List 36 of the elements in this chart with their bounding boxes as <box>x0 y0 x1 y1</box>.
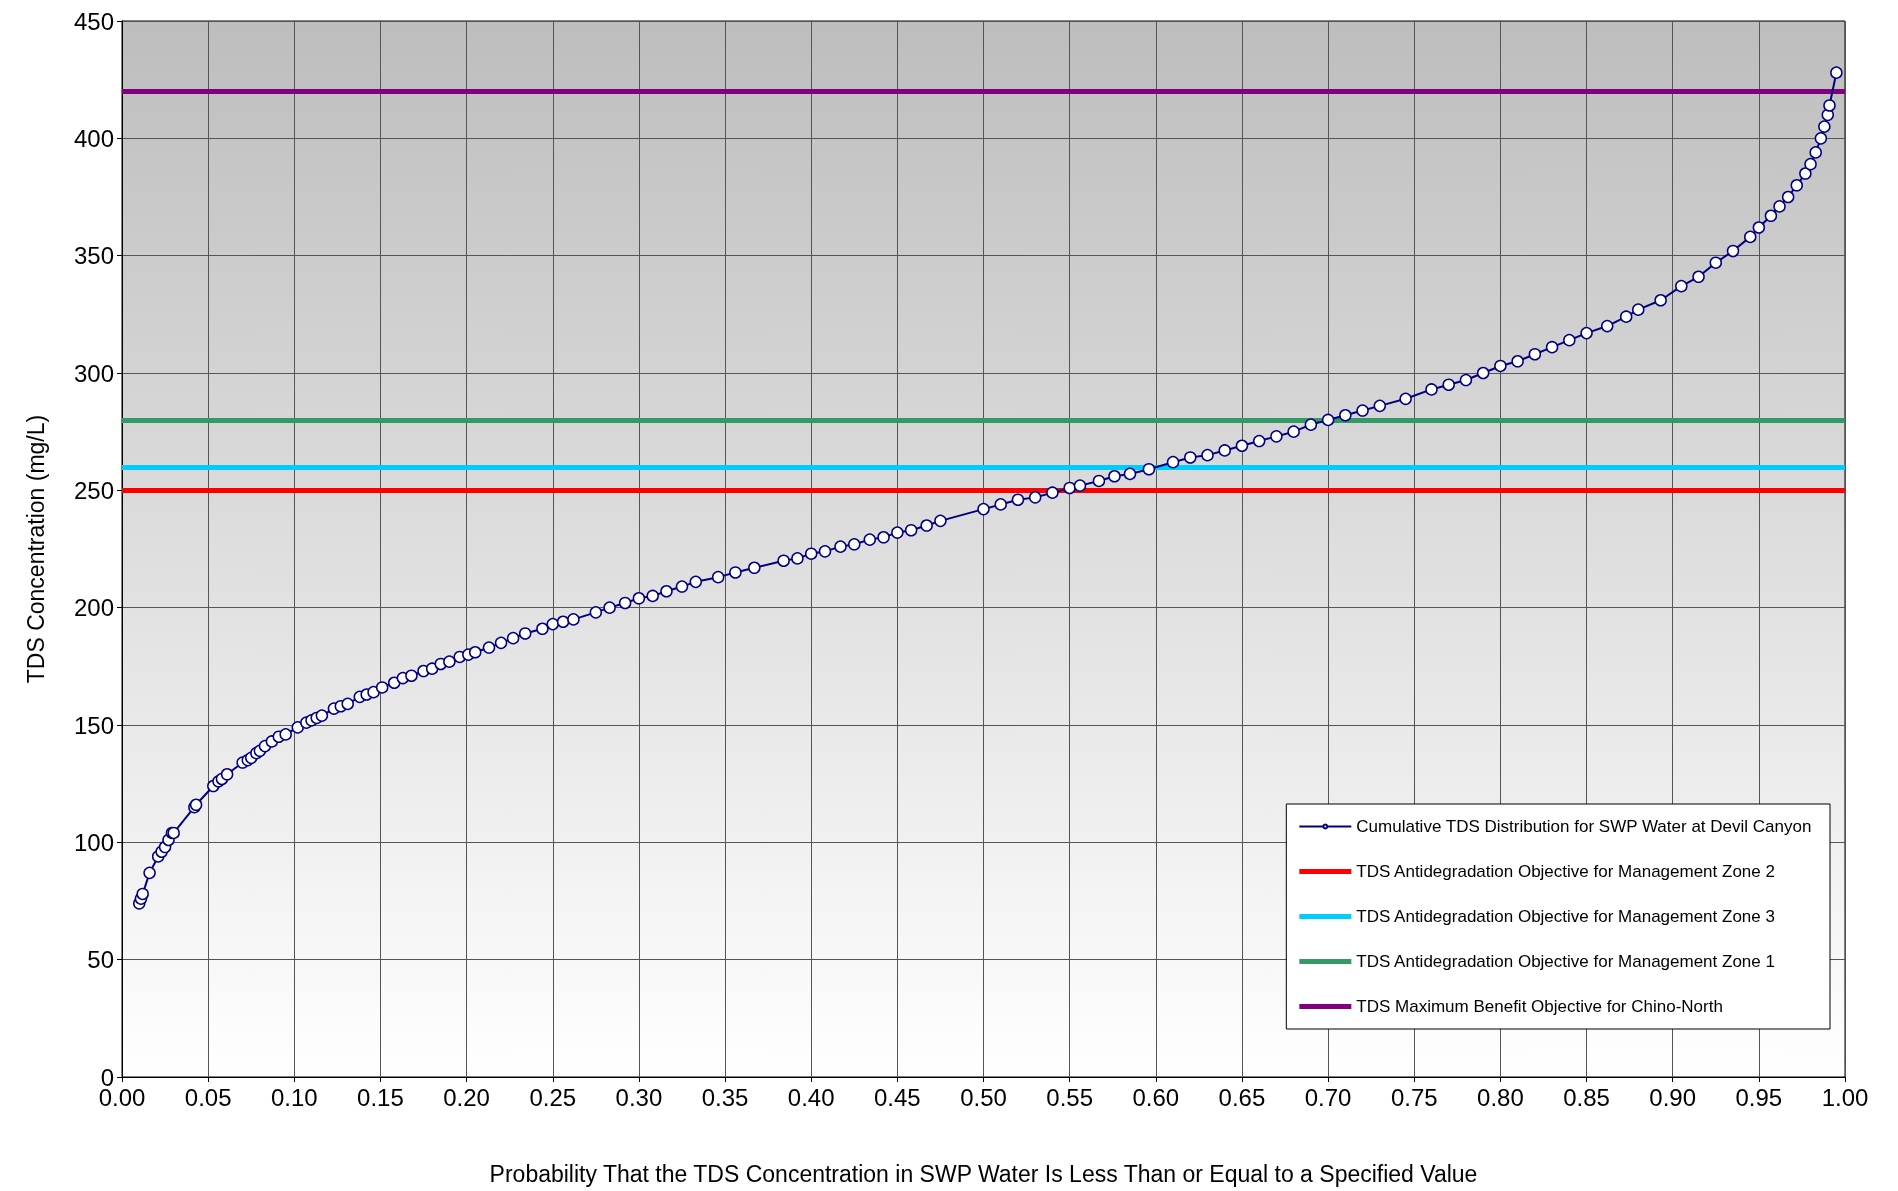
legend-label: TDS Antidegradation Objective for Management Zone 1 <box>1356 952 1775 971</box>
x-tick-label: 0.10 <box>270 1083 318 1111</box>
y-tick-label: 300 <box>73 359 114 387</box>
y-tick-label: 450 <box>73 7 114 35</box>
x-tick-label: 0.80 <box>1477 1083 1524 1111</box>
x-tick-label: 0.50 <box>960 1083 1007 1111</box>
legend-label: TDS Antidegradation Objective for Management Zone 3 <box>1356 907 1775 926</box>
x-tick-label: 0.70 <box>1304 1083 1352 1111</box>
y-axis-title: TDS Concentration (mg/L) <box>22 414 49 684</box>
y-tick-label: 400 <box>73 124 114 152</box>
x-tick-label: 0.05 <box>184 1083 232 1111</box>
x-tick-label: 0.25 <box>529 1083 577 1111</box>
y-tick-label: 350 <box>73 242 114 270</box>
x-tick-label: 0.30 <box>615 1083 663 1111</box>
x-tick-label: 0.40 <box>787 1083 835 1111</box>
legend-label: Cumulative TDS Distribution for SWP Water at Devil Canyon <box>1356 817 1812 836</box>
x-tick-label: 0.55 <box>1046 1083 1094 1111</box>
y-tick-label: 50 <box>87 946 114 974</box>
legend-label: TDS Maximum Benefit Objective for Chino-North <box>1356 997 1723 1016</box>
x-tick-label: 0.95 <box>1735 1083 1783 1111</box>
x-tick-label: 0.90 <box>1649 1083 1697 1111</box>
x-tick-label: 1.00 <box>1821 1083 1869 1111</box>
y-tick-label: 150 <box>73 711 114 739</box>
legend-label: TDS Antidegradation Objective for Management Zone 2 <box>1356 862 1775 881</box>
y-tick-label: 200 <box>73 594 114 622</box>
x-tick-label: 0.45 <box>873 1083 921 1111</box>
y-tick-label: 100 <box>73 828 114 856</box>
x-tick-label: 0.15 <box>357 1083 404 1111</box>
x-tick-label: 0.20 <box>443 1083 490 1111</box>
x-axis-title: Probability That the TDS Concentration in SWP Water Is Less Than or Equal to a Specified Value <box>489 1160 1478 1187</box>
y-tick-label: 250 <box>73 476 114 504</box>
x-tick-label: 0.65 <box>1218 1083 1266 1111</box>
x-tick-label: 0.75 <box>1390 1083 1438 1111</box>
x-tick-label: 0.85 <box>1563 1083 1610 1111</box>
x-tick-label: 0.60 <box>1132 1083 1180 1111</box>
x-tick-label: 0.35 <box>701 1083 749 1111</box>
